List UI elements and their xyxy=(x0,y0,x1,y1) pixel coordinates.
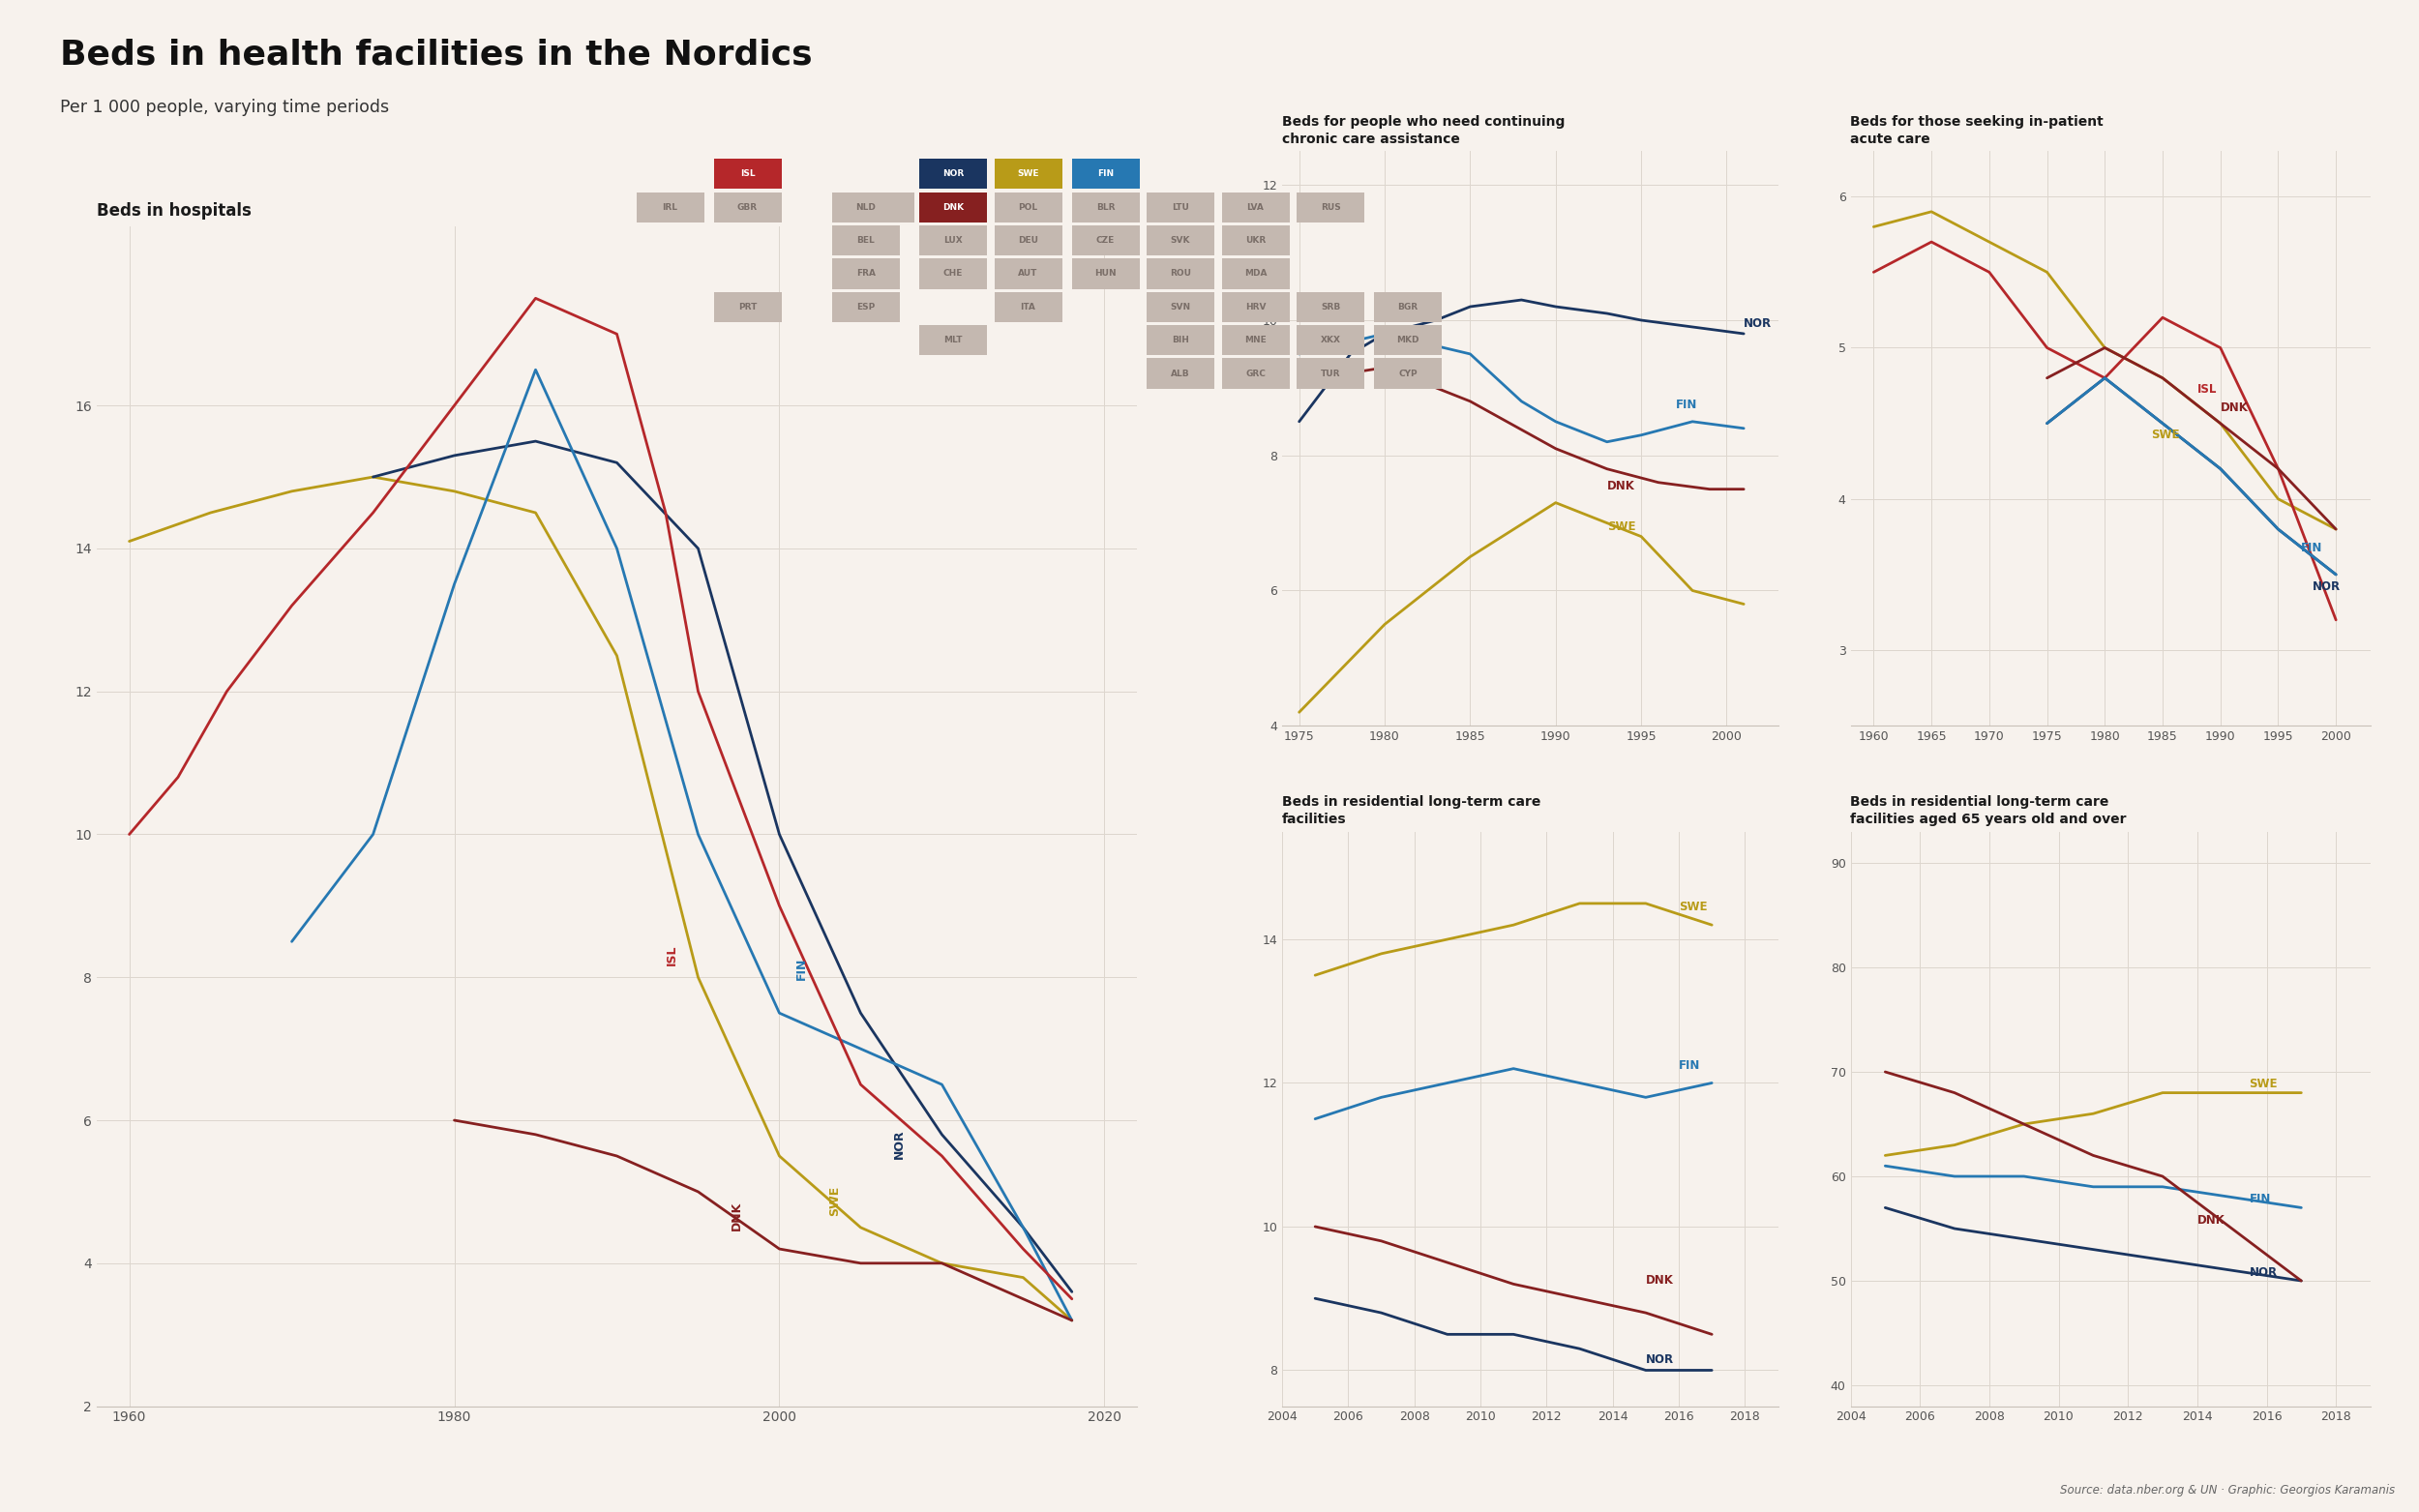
Text: CHE: CHE xyxy=(943,269,963,278)
Text: DEU: DEU xyxy=(1018,236,1038,245)
Text: FIN: FIN xyxy=(2250,1193,2271,1205)
Text: CZE: CZE xyxy=(1096,236,1115,245)
Text: Source: data.nber.org & UN · Graphic: Georgios Karamanis: Source: data.nber.org & UN · Graphic: Ge… xyxy=(2061,1485,2395,1497)
Text: Beds in residential long-term care
facilities: Beds in residential long-term care facil… xyxy=(1282,795,1541,827)
Text: ALB: ALB xyxy=(1171,369,1190,378)
Text: CYP: CYP xyxy=(1398,369,1418,378)
Text: ISL: ISL xyxy=(740,169,755,178)
Text: AUT: AUT xyxy=(1018,269,1038,278)
Text: MLT: MLT xyxy=(943,336,963,345)
Text: DNK: DNK xyxy=(1606,479,1635,491)
Text: POL: POL xyxy=(1018,203,1038,212)
Text: LVA: LVA xyxy=(1246,203,1265,212)
Text: NOR: NOR xyxy=(2250,1266,2276,1279)
Text: HRV: HRV xyxy=(1246,302,1265,311)
Text: TUR: TUR xyxy=(1321,369,1340,378)
Text: SWE: SWE xyxy=(1606,520,1635,532)
Text: DNK: DNK xyxy=(731,1201,743,1231)
Text: XKX: XKX xyxy=(1321,336,1340,345)
Text: HUN: HUN xyxy=(1093,269,1118,278)
Text: NOR: NOR xyxy=(1645,1353,1674,1365)
Text: SWE: SWE xyxy=(2250,1078,2279,1090)
Text: BLR: BLR xyxy=(1096,203,1115,212)
Text: SWE: SWE xyxy=(1679,901,1708,913)
Text: PRT: PRT xyxy=(738,302,757,311)
Text: Beds in hospitals: Beds in hospitals xyxy=(97,203,252,219)
Text: BGR: BGR xyxy=(1398,302,1418,311)
Text: NOR: NOR xyxy=(1744,318,1773,330)
Text: ISL: ISL xyxy=(2196,384,2216,396)
Text: FIN: FIN xyxy=(1098,169,1113,178)
Text: SWE: SWE xyxy=(1018,169,1040,178)
Text: IRL: IRL xyxy=(663,203,677,212)
Text: NLD: NLD xyxy=(856,203,876,212)
Text: DNK: DNK xyxy=(2221,402,2247,414)
Text: BIH: BIH xyxy=(1171,336,1190,345)
Text: FRA: FRA xyxy=(856,269,876,278)
Text: GRC: GRC xyxy=(1246,369,1265,378)
Text: MNE: MNE xyxy=(1243,336,1268,345)
Text: MKD: MKD xyxy=(1396,336,1420,345)
Text: FIN: FIN xyxy=(2300,543,2322,555)
Text: DNK: DNK xyxy=(943,203,963,212)
Text: Beds in health facilities in the Nordics: Beds in health facilities in the Nordics xyxy=(60,38,813,71)
Text: GBR: GBR xyxy=(738,203,757,212)
Text: MDA: MDA xyxy=(1243,269,1268,278)
Text: BEL: BEL xyxy=(856,236,876,245)
Text: NOR: NOR xyxy=(2313,581,2342,593)
Text: DNK: DNK xyxy=(1645,1275,1674,1287)
Text: SWE: SWE xyxy=(827,1185,842,1216)
Text: LUX: LUX xyxy=(943,236,963,245)
Text: UKR: UKR xyxy=(1246,236,1265,245)
Text: NOR: NOR xyxy=(893,1129,905,1158)
Text: SRB: SRB xyxy=(1321,302,1340,311)
Text: NOR: NOR xyxy=(943,169,963,178)
Text: SWE: SWE xyxy=(2150,429,2180,442)
Text: FIN: FIN xyxy=(1679,1058,1701,1072)
Text: FIN: FIN xyxy=(1676,398,1698,411)
Text: ITA: ITA xyxy=(1021,302,1035,311)
Text: ESP: ESP xyxy=(856,302,876,311)
Text: RUS: RUS xyxy=(1321,203,1340,212)
Text: Per 1 000 people, varying time periods: Per 1 000 people, varying time periods xyxy=(60,98,389,116)
Text: LTU: LTU xyxy=(1171,203,1190,212)
Text: SVK: SVK xyxy=(1171,236,1190,245)
Text: Beds for people who need continuing
chronic care assistance: Beds for people who need continuing chro… xyxy=(1282,115,1565,147)
Text: ROU: ROU xyxy=(1171,269,1190,278)
Text: Beds for those seeking in-patient
acute care: Beds for those seeking in-patient acute … xyxy=(1851,115,2105,147)
Text: DNK: DNK xyxy=(2196,1214,2225,1226)
Text: FIN: FIN xyxy=(796,957,808,980)
Text: EST: EST xyxy=(871,203,890,212)
Text: ISL: ISL xyxy=(665,945,677,966)
Text: SVN: SVN xyxy=(1171,302,1190,311)
Text: Beds in residential long-term care
facilities aged 65 years old and over: Beds in residential long-term care facil… xyxy=(1851,795,2126,827)
